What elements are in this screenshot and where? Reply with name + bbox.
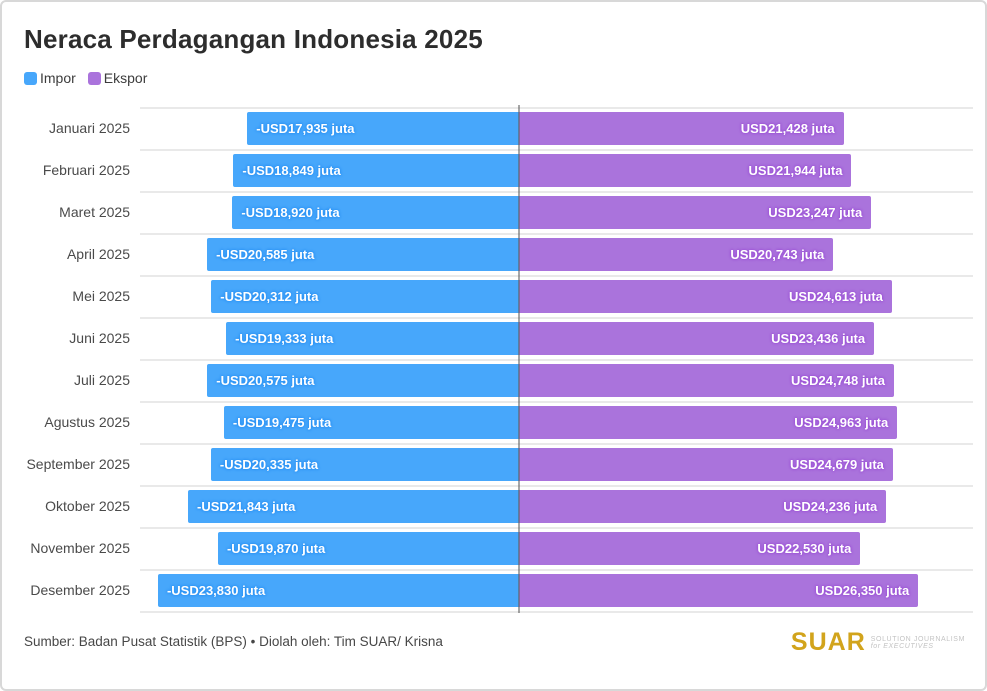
category-label: November 2025 [30, 540, 130, 556]
bar-impor[interactable]: -USD20,585 juta [207, 238, 519, 271]
bar-impor[interactable]: -USD18,920 juta [232, 196, 519, 229]
legend: Impor Ekspor [24, 70, 147, 86]
bar-ekspor[interactable]: USD24,236 juta [519, 490, 887, 523]
bar-impor[interactable]: -USD19,475 juta [223, 406, 519, 439]
bar-impor[interactable]: -USD20,335 juta [210, 448, 519, 481]
row-separator-line [140, 317, 973, 319]
category-label: Oktober 2025 [45, 498, 130, 514]
ekspor-swatch-icon [87, 71, 101, 85]
bar-ekspor[interactable]: USD20,743 juta [519, 238, 834, 271]
bar-ekspor[interactable]: USD24,613 juta [519, 280, 892, 313]
legend-ekspor-label: Ekspor [103, 70, 148, 86]
brand-tagline-line2: for EXECUTIVES [870, 642, 934, 650]
bar-ekspor[interactable]: USD23,247 juta [519, 196, 872, 229]
bar-impor[interactable]: -USD20,575 juta [207, 364, 519, 397]
bar-ekspor[interactable]: USD21,944 juta [519, 154, 852, 187]
legend-item-ekspor[interactable]: Ekspor [87, 70, 148, 86]
row-separator-line [140, 275, 973, 277]
bar-ekspor[interactable]: USD26,350 juta [519, 574, 919, 607]
bar-impor[interactable]: -USD21,843 juta [188, 490, 519, 523]
row-separator-line [140, 401, 973, 403]
category-label: Agustus 2025 [44, 414, 130, 430]
chart-title: Neraca Perdagangan Indonesia 2025 [24, 24, 483, 54]
brand-logo: SUAR SOLUTION JOURNALISM for EXECUTIVES [791, 628, 965, 657]
row-separator-line [140, 359, 973, 361]
bar-ekspor[interactable]: USD23,436 juta [519, 322, 875, 355]
category-label: Januari 2025 [49, 120, 130, 136]
row-separator-line [140, 527, 973, 529]
bar-impor[interactable]: -USD23,830 juta [157, 574, 519, 607]
category-label: Juli 2025 [73, 372, 130, 388]
legend-impor-label: Impor [40, 70, 76, 86]
category-label: Desember 2025 [30, 582, 130, 598]
bar-impor[interactable]: -USD19,870 juta [217, 532, 519, 565]
bar-impor[interactable]: -USD20,312 juta [211, 280, 519, 313]
category-label: September 2025 [26, 456, 130, 472]
legend-item-impor[interactable]: Impor [24, 70, 76, 86]
bar-ekspor[interactable]: USD24,679 juta [519, 448, 893, 481]
row-separator-line [140, 611, 973, 613]
category-label: Juni 2025 [69, 330, 130, 346]
bar-ekspor[interactable]: USD24,963 juta [519, 406, 898, 439]
category-label: April 2025 [66, 246, 130, 262]
source-note: Sumber: Badan Pusat Statistik (BPS) • Di… [24, 634, 443, 649]
row-separator-line [140, 107, 973, 109]
row-separator-line [140, 569, 973, 571]
bar-ekspor[interactable]: USD22,530 juta [519, 532, 861, 565]
category-label: Maret 2025 [59, 204, 130, 220]
impor-swatch-icon [24, 71, 37, 85]
bar-impor[interactable]: -USD17,935 juta [247, 112, 519, 145]
zero-axis-line [518, 105, 520, 613]
category-label: Mei 2025 [72, 288, 130, 304]
row-separator-line [140, 233, 973, 235]
bar-ekspor[interactable]: USD21,428 juta [519, 112, 844, 145]
row-separator-line [140, 443, 973, 445]
category-label: Februari 2025 [42, 162, 130, 178]
row-separator-line [140, 485, 973, 487]
bar-ekspor[interactable]: USD24,748 juta [519, 364, 894, 397]
bar-impor[interactable]: -USD19,333 juta [226, 322, 519, 355]
brand-tagline-line1: SOLUTION JOURNALISM [870, 635, 965, 643]
bar-impor[interactable]: -USD18,849 juta [233, 154, 519, 187]
suar-logo: SUAR [790, 628, 866, 656]
row-separator-line [140, 149, 973, 151]
row-separator-line [140, 191, 973, 193]
